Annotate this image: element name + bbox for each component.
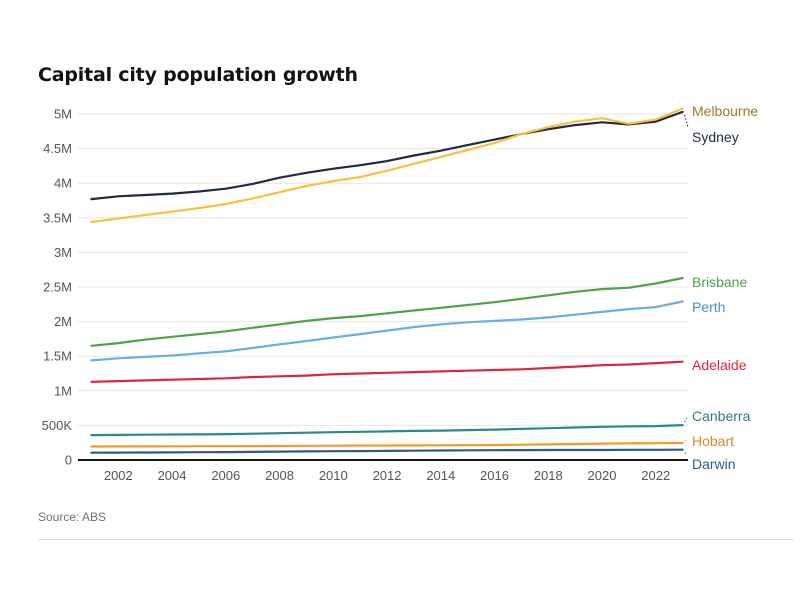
y-tick-label: 3M [54, 245, 72, 260]
series-line-hobart [90, 441, 684, 448]
chart-title: Capital city population growth [38, 64, 358, 86]
series-line-perth [90, 300, 684, 362]
y-tick-label: 2.5M [43, 280, 72, 295]
x-tick-label: 2018 [534, 468, 563, 483]
series-line-darwin [90, 448, 684, 454]
leader-line-darwin [684, 452, 689, 455]
y-tick-label: 1M [54, 383, 72, 398]
y-tick-label: 4M [54, 176, 72, 191]
series-label-perth: Perth [692, 299, 725, 315]
x-tick-label: 2004 [158, 468, 187, 483]
leader-line-canberra [684, 415, 689, 423]
leader-line-hobart [684, 439, 689, 442]
y-tick-label: 4.5M [43, 141, 72, 156]
series-line-melbourne [90, 107, 684, 224]
series-label-canberra: Canberra [692, 408, 751, 424]
x-tick-label: 2012 [373, 468, 402, 483]
x-tick-label: 2002 [104, 468, 133, 483]
x-tick-label: 2016 [480, 468, 509, 483]
series-label-melbourne: Melbourne [692, 103, 758, 119]
series-line-sydney [90, 110, 684, 201]
x-tick-label: 2008 [265, 468, 294, 483]
y-tick-label: 2M [54, 314, 72, 329]
x-tick-label: 2010 [319, 468, 348, 483]
series-line-brisbane [90, 276, 684, 347]
series-label-hobart: Hobart [692, 433, 734, 449]
source-note: Source: ABS [38, 510, 107, 524]
y-tick-label: 0 [65, 453, 72, 468]
y-tick-label: 3.5M [43, 210, 72, 225]
series-label-darwin: Darwin [692, 456, 736, 472]
series-line-canberra [90, 424, 684, 437]
y-tick-label: 500K [42, 418, 73, 433]
footer-divider [38, 539, 794, 540]
series-label-sydney: Sydney [692, 129, 739, 145]
x-tick-label: 2014 [426, 468, 455, 483]
series-label-adelaide: Adelaide [692, 357, 747, 373]
y-tick-label: 5M [54, 107, 72, 122]
x-tick-label: 2020 [588, 468, 617, 483]
series-line-adelaide [90, 360, 684, 383]
y-tick-label: 1.5M [43, 349, 72, 364]
series-label-brisbane: Brisbane [692, 274, 747, 290]
x-tick-label: 2006 [211, 468, 240, 483]
leader-line-sydney [684, 114, 689, 128]
x-tick-label: 2022 [641, 468, 670, 483]
